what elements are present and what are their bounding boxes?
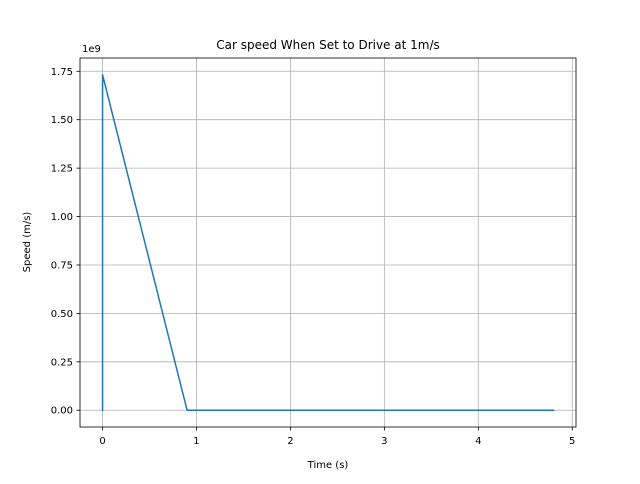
y-tick-label: 1.50 (51, 115, 73, 126)
y-axis-offset-label: 1e9 (82, 44, 101, 55)
y-tick-label: 1.75 (51, 67, 73, 78)
y-axis-label: Speed (m/s) (22, 212, 33, 273)
x-axis-label: Time (s) (307, 460, 349, 471)
y-tick-label: 1.00 (51, 212, 73, 223)
plot-area-frame (79, 57, 577, 428)
chart-title: Car speed When Set to Drive at 1m/s (216, 38, 440, 52)
y-tick-label: 0.75 (51, 260, 73, 271)
y-tick-label: 1.25 (51, 164, 73, 175)
x-tick-label: 1 (193, 436, 199, 447)
y-tick-label: 0.50 (51, 309, 73, 320)
x-tick-label: 3 (381, 436, 387, 447)
grid-lines (80, 58, 576, 427)
x-tick-label: 0 (99, 436, 105, 447)
series-layer (101, 74, 555, 411)
x-tick-label: 2 (287, 436, 293, 447)
y-tick-label: 0.25 (51, 357, 73, 368)
speed-series-line (101, 74, 555, 411)
x-axis: 0 1 2 3 4 5 (99, 427, 575, 447)
y-axis: 0.00 0.25 0.50 0.75 1.00 1.25 1.50 1.75 (51, 67, 80, 417)
x-tick-label: 4 (475, 436, 481, 447)
y-tick-label: 0.00 (51, 406, 73, 417)
x-tick-label: 5 (569, 436, 575, 447)
